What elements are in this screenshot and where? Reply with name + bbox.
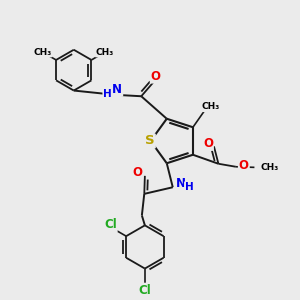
Text: N: N xyxy=(112,83,122,96)
Text: Cl: Cl xyxy=(104,218,117,231)
Text: S: S xyxy=(145,134,155,148)
Text: CH₃: CH₃ xyxy=(96,48,114,57)
Text: CH₃: CH₃ xyxy=(260,163,279,172)
Text: O: O xyxy=(151,70,161,83)
Text: Cl: Cl xyxy=(139,284,151,297)
Text: H: H xyxy=(103,89,112,99)
Text: O: O xyxy=(239,159,249,172)
Text: O: O xyxy=(203,137,213,150)
Text: CH₃: CH₃ xyxy=(34,48,52,57)
Text: N: N xyxy=(176,177,186,190)
Text: CH₃: CH₃ xyxy=(202,102,220,111)
Text: H: H xyxy=(185,182,194,192)
Text: O: O xyxy=(132,166,142,179)
